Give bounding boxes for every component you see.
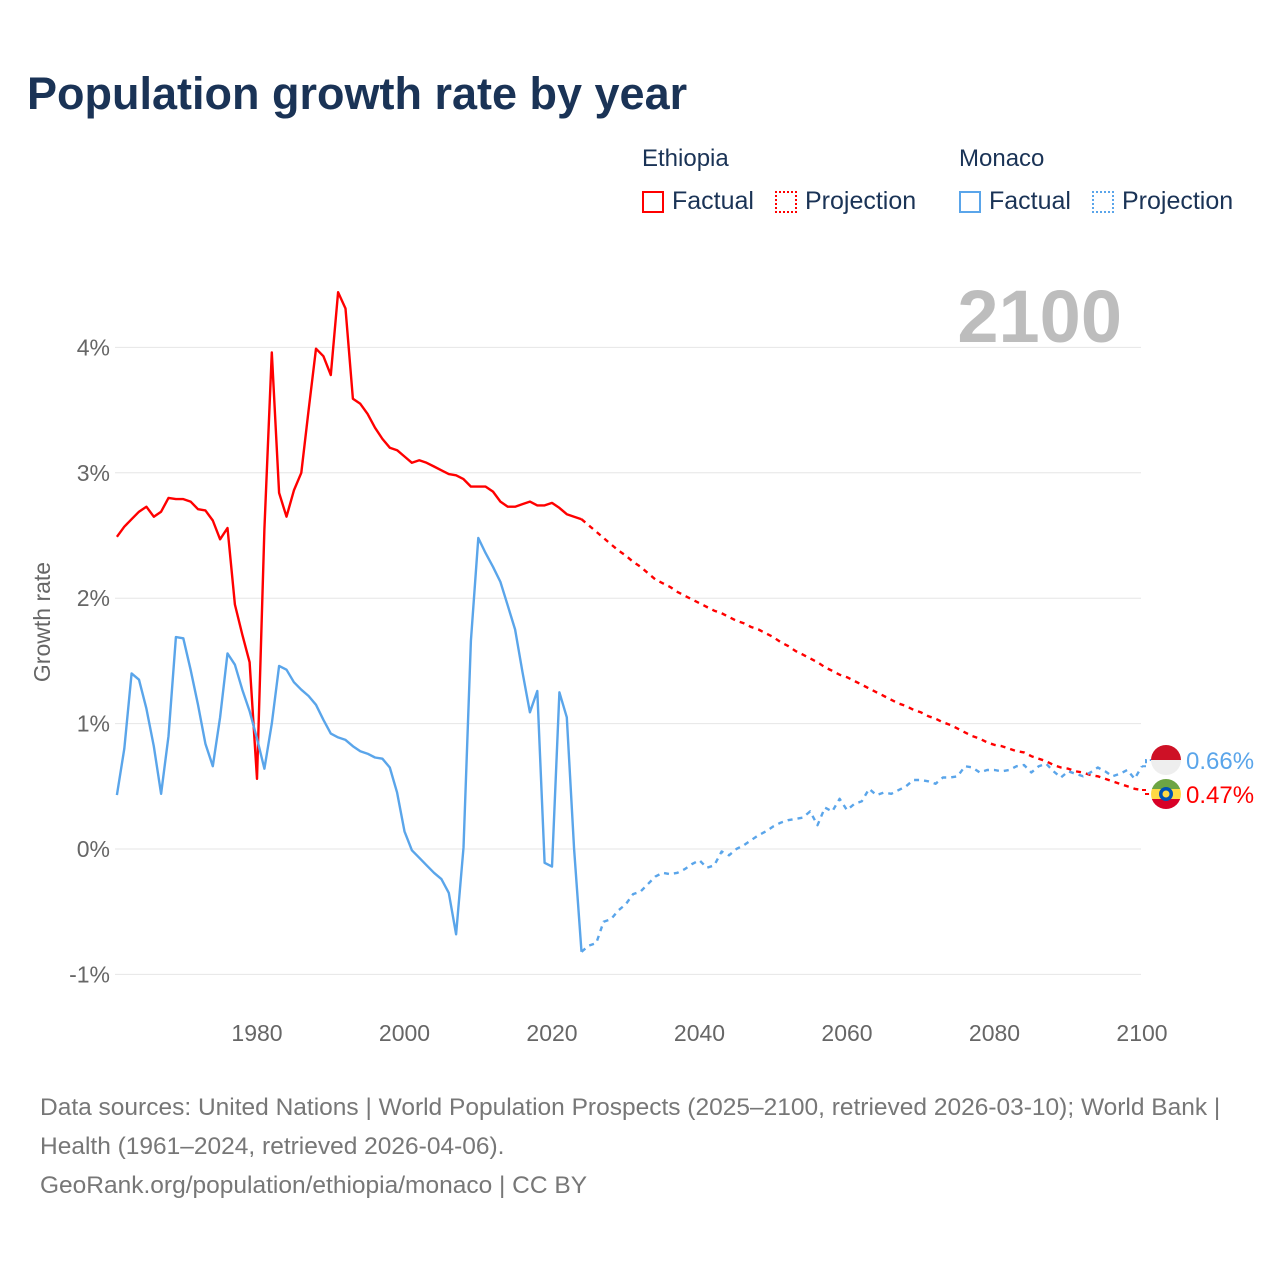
y-tick-label: -1% bbox=[69, 961, 110, 987]
flag-stripe-red bbox=[1151, 799, 1181, 809]
legend-label: Factual bbox=[672, 187, 754, 215]
flag-star bbox=[1162, 790, 1170, 798]
end-value-label-ethiopia: 0.47% bbox=[1186, 782, 1254, 809]
series-line-ethiopia-projection bbox=[580, 518, 1143, 792]
data-sources: Data sources: United Nations | World Pop… bbox=[40, 1094, 1221, 1160]
chart-plot: -1% 0% 1% 2% 3% 4% 1980 2000 2020 2040 2060 2080 210… bbox=[29, 275, 1254, 1046]
end-connector bbox=[1142, 759, 1154, 768]
legend-ethiopia-projection[interactable]: Projection bbox=[775, 187, 916, 216]
legend-label: Projection bbox=[1122, 187, 1234, 215]
x-tick-label: 2020 bbox=[526, 1020, 577, 1046]
flag-body bbox=[1151, 745, 1181, 775]
legend-swatch-solid-red bbox=[642, 190, 664, 213]
x-tick-label: 2080 bbox=[969, 1020, 1020, 1046]
y-tick-label: 4% bbox=[77, 334, 110, 360]
y-tick-label: 0% bbox=[77, 836, 110, 862]
credit-link[interactable]: GeoRank.org/population/ethiopia/monaco |… bbox=[40, 1172, 588, 1199]
x-tick-label: 2000 bbox=[379, 1020, 430, 1046]
monaco-flag-icon bbox=[1151, 745, 1181, 775]
flag-stripe-red bbox=[1151, 745, 1181, 760]
legend-swatch-dotted-blue bbox=[1092, 190, 1114, 213]
legend-swatch-dotted-red bbox=[775, 190, 797, 213]
legend-swatch-solid-blue bbox=[959, 190, 981, 213]
y-tick-label: 2% bbox=[77, 585, 110, 611]
ethiopia-flag-icon bbox=[1151, 779, 1181, 809]
y-axis-label: Growth rate bbox=[29, 562, 55, 682]
flag-stripe-green bbox=[1151, 779, 1181, 789]
series-line-monaco-factual bbox=[115, 536, 583, 952]
flag-body bbox=[1151, 779, 1181, 809]
end-value-label-monaco: 0.66% bbox=[1186, 748, 1254, 775]
chart-title: Population growth rate by year bbox=[27, 68, 688, 119]
x-tick-label: 1980 bbox=[231, 1020, 282, 1046]
y-tick-label: 1% bbox=[77, 711, 110, 737]
x-tick-label: 2040 bbox=[674, 1020, 725, 1046]
year-label: 2100 bbox=[957, 275, 1122, 358]
y-tick-label: 3% bbox=[77, 460, 110, 486]
legend-group-monaco: Monaco bbox=[959, 145, 1045, 172]
series-line-ethiopia-factual bbox=[115, 291, 582, 780]
legend-monaco-factual[interactable]: Factual bbox=[959, 187, 1071, 216]
legend-label: Projection bbox=[805, 187, 917, 215]
footer: Data sources: United Nations | World Pop… bbox=[40, 1088, 1240, 1205]
legend-group-ethiopia: Ethiopia bbox=[642, 145, 729, 172]
x-tick-label: 2100 bbox=[1116, 1020, 1167, 1046]
series-line-monaco-projection bbox=[580, 762, 1144, 953]
legend-monaco-projection[interactable]: Projection bbox=[1092, 187, 1233, 216]
flag-stripe-white bbox=[1151, 760, 1181, 775]
x-tick-label: 2060 bbox=[821, 1020, 872, 1046]
end-connector bbox=[1142, 789, 1154, 795]
legend-label: Factual bbox=[989, 187, 1071, 215]
legend-ethiopia-factual[interactable]: Factual bbox=[642, 187, 754, 216]
